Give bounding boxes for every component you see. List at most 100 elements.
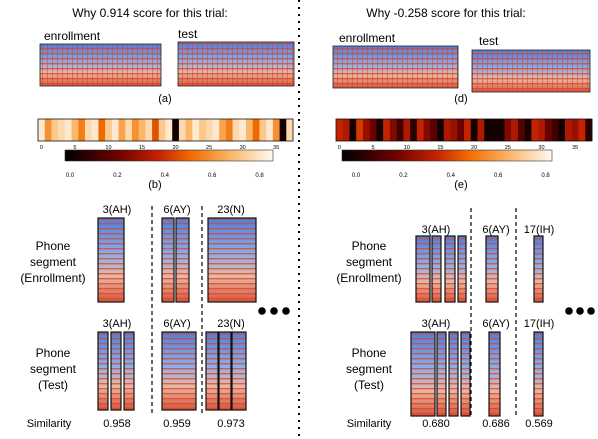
phone-spectrogram [415,235,431,303]
frame-cell [538,119,546,141]
row-label-test: segment [30,362,77,376]
frame-cell [225,119,233,141]
frame-cell [517,119,525,141]
colorbar-tick-label: 0.0 [66,173,75,179]
phone-label: 23(N) [217,318,245,330]
similarity-value: 0.686 [482,418,510,430]
frame-cell [571,119,579,141]
left-enrollment-spectrogram [39,43,162,87]
frame-cell [84,119,92,141]
frame-cell [111,119,119,141]
phone-spectrogram [205,331,219,411]
frame-cell [423,119,431,141]
frame-cell [477,119,485,141]
frame-heatmap-border [335,118,593,142]
right-colorbar [341,149,553,162]
phone-spectrogram [533,331,544,417]
phone-spectrogram [533,235,544,303]
similarity-value: 0.959 [163,418,191,430]
row-label-test: Phone [352,346,387,360]
similarity-value: 0.569 [525,418,553,430]
frame-cell [430,119,438,141]
frame-cell [272,119,280,141]
phone-spectrogram [175,217,190,303]
label-b: (b) [148,179,161,191]
colorbar-tick-label: 0.4 [447,173,456,179]
phone-label: 3(AH) [103,318,132,330]
right-colorbar-ticks: 0.0 0.2 0.4 0.6 0.8 [352,173,551,179]
colorbar-tick-label: 0.0 [352,173,361,179]
phone-spectrogram [457,235,467,303]
phone-spectrogram [207,217,257,303]
frame-cell [165,119,173,141]
phone-spectrogram [431,235,442,303]
frame-tick-label: 20 [471,145,477,151]
frame-cell [91,119,99,141]
row-label-test: Phone [36,346,71,360]
frame-cell [356,119,364,141]
frame-cell [511,119,519,141]
frame-cell [504,119,512,141]
frame-tick-label: 35 [572,145,578,151]
frame-cell [362,119,370,141]
frame-cell [457,119,465,141]
frame-cell [266,119,274,141]
colorbar-tick-label: 0.8 [541,173,550,179]
frame-cell [342,119,350,141]
frame-tick-label: 25 [206,145,212,151]
ellipsis-dot [258,307,266,315]
frame-cell [369,119,377,141]
phone-spectrogram [218,331,232,411]
similarity-value: 0.973 [217,418,245,430]
phone-spectrogram [488,331,501,417]
phone-spectrogram [231,331,247,411]
row-label-similarity: Similarity [347,418,392,430]
label-d: (d) [454,93,467,105]
frame-cell [125,119,133,141]
phone-spectrogram [436,331,447,417]
ellipsis-dot [587,307,595,315]
frame-cell [246,119,254,141]
colorbar-tick-label: 0.8 [255,173,264,179]
frame-cell [185,119,193,141]
frame-cell [464,119,472,141]
frame-cell [484,119,492,141]
ellipsis-dot [576,307,584,315]
phone-label: 6(AY) [163,318,190,330]
frame-tick-label: 25 [505,145,511,151]
frame-cell [178,119,186,141]
left-row-labels: Phone segment (Enrollment) Phone segment (Tes… [20,239,85,430]
right-enrollment-spectrogram [332,45,459,89]
frame-cell [118,119,126,141]
frame-cell [389,119,397,141]
row-label-enrollment: Phone [352,239,387,253]
left-colorbar-ticks: 0.0 0.2 0.4 0.6 0.8 [66,173,265,179]
frame-cell [219,119,227,141]
frame-cell [131,119,139,141]
phone-label: 6(AY) [482,318,509,330]
left-colorbar [64,149,274,162]
right-enrollment-label: enrollment [339,31,396,45]
ellipsis-dot [282,307,290,315]
row-label-enrollment: segment [346,255,393,269]
phone-spectrogram [460,331,471,417]
left-frame-heatmap [37,118,294,142]
phone-label: 6(AY) [482,224,509,236]
frame-cell [158,119,166,141]
colorbar-tick-label: 0.6 [208,173,217,179]
left-frame-axis: 0 5 10 15 20 25 30 35 [40,145,279,151]
frame-cell [524,119,532,141]
phone-label: 17(IH) [524,318,555,330]
phone-spectrogram [161,331,197,411]
label-e: (e) [454,179,467,191]
frame-cell [410,119,418,141]
phone-label: 17(IH) [524,224,555,236]
frame-tick-label: 10 [404,145,410,151]
frame-cell [145,119,153,141]
frame-cell [286,119,294,141]
frame-cell [98,119,106,141]
frame-tick-label: 15 [437,145,443,151]
right-phone-segments: 3(AH) 3(AH) 0.680 6(AY) 6(AY) 0.686 17(IH) 17(I… [410,208,595,430]
frame-cell [558,119,566,141]
